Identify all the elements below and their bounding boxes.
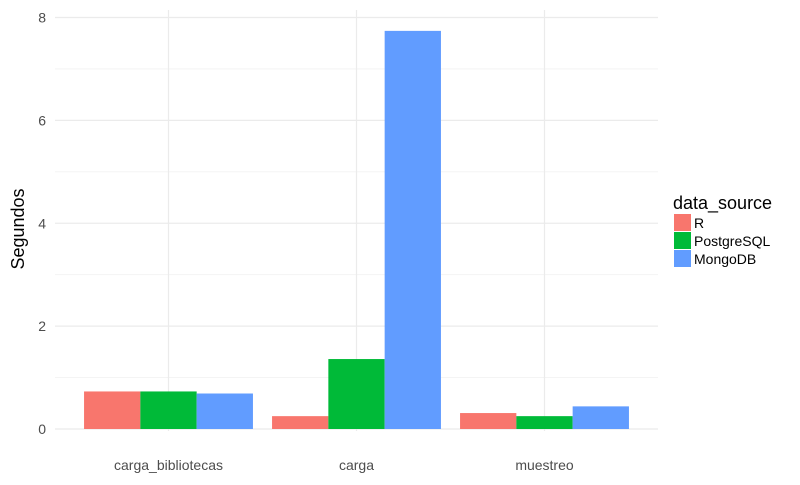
legend-title: data_source	[673, 193, 772, 214]
bar-postgresql-carga_bibliotecas	[140, 391, 197, 429]
bar-postgresql-carga	[328, 359, 385, 429]
x-tick-label: muestreo	[515, 457, 574, 473]
bar-mongodb-muestreo	[572, 406, 629, 429]
y-tick-label: 8	[38, 10, 46, 26]
x-tick-label: carga	[339, 457, 374, 473]
bar-r-muestreo	[460, 413, 517, 429]
y-axis-label: Segundos	[8, 188, 28, 269]
legend-label-postgresql: PostgreSQL	[694, 233, 770, 249]
y-tick-label: 2	[38, 318, 46, 334]
bar-postgresql-muestreo	[516, 416, 573, 429]
x-axis: carga_bibliotecas carga muestreo	[114, 457, 574, 473]
y-tick-label: 0	[38, 421, 46, 437]
bar-r-carga_bibliotecas	[84, 391, 141, 429]
x-tick-label: carga_bibliotecas	[114, 457, 223, 473]
y-tick-label: 4	[38, 215, 46, 231]
legend-key-r	[674, 214, 691, 231]
bar-mongodb-carga_bibliotecas	[196, 393, 253, 429]
legend-label-mongodb: MongoDB	[694, 251, 756, 267]
y-tick-label: 6	[38, 112, 46, 128]
legend-key-postgresql	[674, 232, 691, 249]
bar-r-carga	[272, 416, 329, 429]
y-axis: 0 2 4 6 8	[38, 10, 46, 438]
legend: data_source R PostgreSQL MongoDB	[673, 193, 772, 267]
legend-label-r: R	[694, 215, 704, 231]
legend-key-mongodb	[674, 250, 691, 267]
bar-mongodb-carga	[384, 30, 441, 430]
bars	[84, 30, 629, 430]
